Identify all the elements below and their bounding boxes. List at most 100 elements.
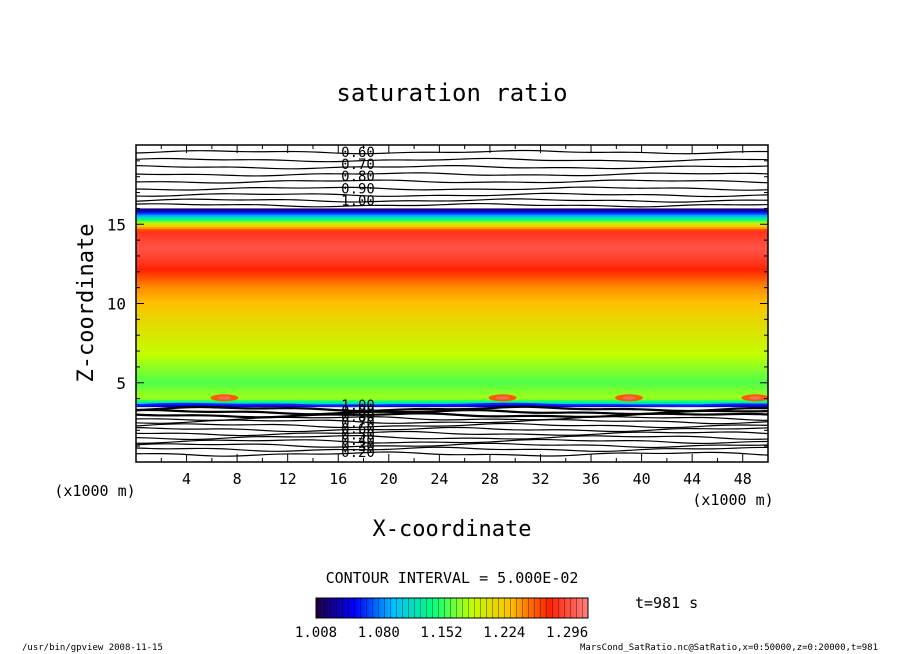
contour-labels-upper: 0.600.700.800.901.00 — [341, 145, 375, 209]
field-band — [136, 373, 768, 377]
field-band — [136, 317, 768, 321]
field-band — [136, 361, 768, 364]
x-tick-label: 44 — [683, 470, 701, 488]
field-band — [136, 264, 768, 267]
contour-line-base — [136, 402, 768, 408]
contour-line-upper — [136, 202, 768, 208]
colorbar-tick-label: 1.008 — [295, 625, 337, 641]
contour-line-upper — [136, 172, 768, 177]
contour-labels-lower: 1.000.900.800.700.600.500.400.300.20 — [341, 398, 375, 461]
field-band — [136, 262, 768, 265]
x-tick-label: 36 — [582, 470, 600, 488]
y-tick-label: 10 — [107, 295, 126, 314]
contour-cell-core — [621, 396, 636, 400]
contour-line-upper — [136, 186, 768, 191]
contour-line-lower — [136, 438, 768, 445]
colorbar-stripes — [316, 598, 588, 618]
field-band — [136, 218, 768, 222]
x-tick-label: 20 — [380, 470, 398, 488]
field-band — [136, 210, 768, 214]
contour-label-lower: 0.90 — [341, 404, 375, 420]
contour-line-upper — [136, 179, 768, 184]
field-band — [136, 235, 768, 238]
field-band — [136, 272, 768, 276]
field-band — [136, 381, 768, 385]
field-band — [136, 303, 768, 306]
contour-line-lower — [136, 405, 768, 413]
contour-line-lower — [136, 446, 768, 452]
field-band — [136, 284, 768, 288]
x-tick-label: 24 — [430, 470, 448, 488]
contour-label-lower: 0.40 — [341, 433, 375, 449]
field-band — [136, 295, 768, 298]
x-unit-left: (x1000 m) — [54, 482, 135, 500]
field-band — [136, 323, 768, 327]
colorbar-tick-label: 1.296 — [546, 625, 588, 641]
field-band — [136, 394, 768, 397]
x-tick-label: 8 — [233, 470, 242, 488]
field-band — [136, 257, 768, 261]
x-tick-label: 32 — [531, 470, 549, 488]
contour-line-lower — [136, 419, 768, 425]
field-band — [136, 208, 768, 212]
field-band — [136, 319, 768, 323]
contour-label-upper: 0.70 — [341, 157, 375, 173]
field-band — [136, 396, 768, 399]
field-band — [136, 344, 768, 348]
contour-cell-core — [495, 396, 510, 400]
field-band — [136, 390, 768, 393]
time-label: t=981 s — [635, 594, 698, 612]
field-band — [136, 239, 768, 243]
contour-line-lower — [136, 430, 768, 437]
contour-interval: CONTOUR INTERVAL = 5.000E-02 — [326, 569, 579, 587]
field-band — [136, 336, 768, 340]
field-band — [136, 282, 768, 286]
field-band — [136, 313, 768, 317]
field-band — [136, 260, 768, 263]
field-band — [136, 301, 768, 304]
x-unit-right: (x1000 m) — [692, 491, 773, 509]
contour-line-upper — [136, 198, 768, 203]
field-band — [136, 233, 768, 236]
field-band — [136, 245, 768, 249]
contour-cell-core — [217, 396, 232, 400]
field-band — [136, 371, 768, 375]
field-band — [136, 328, 768, 331]
field-band — [136, 326, 768, 329]
field-band — [136, 249, 768, 253]
colorbar-ticks: 1.008 1.080 1.152 1.224 1.296 — [295, 625, 588, 641]
footer-right: MarsCond_SatRatio.nc@SatRatio,x=0:50000,… — [580, 643, 878, 653]
field-band — [136, 253, 768, 257]
field-band — [136, 268, 768, 271]
field-band — [136, 299, 768, 302]
field-band — [136, 229, 768, 232]
field-band — [136, 297, 768, 300]
contour-line-lower — [136, 426, 768, 433]
field-band — [136, 288, 768, 292]
field-band — [136, 305, 768, 309]
field-band — [136, 224, 768, 228]
field-band — [136, 293, 768, 296]
color-field — [136, 208, 768, 408]
field-band — [136, 369, 768, 373]
y-axis-ticks: 5 10 15 — [107, 160, 768, 447]
contour-cells — [210, 394, 768, 402]
field-band — [136, 311, 768, 315]
contour-lines — [136, 149, 768, 457]
field-band — [136, 334, 768, 337]
y-tick-label: 15 — [107, 215, 126, 234]
x-axis-label: X-coordinate — [373, 517, 532, 542]
contour-line-lower — [136, 412, 768, 419]
field-band — [136, 309, 768, 313]
contour-cell-core — [748, 396, 763, 400]
field-band — [136, 226, 768, 230]
field-band — [136, 222, 768, 226]
field-band — [136, 392, 768, 395]
field-band — [136, 365, 768, 368]
field-band — [136, 280, 768, 284]
colorbar-tick-label: 1.080 — [358, 625, 400, 641]
x-tick-label: 48 — [734, 470, 752, 488]
x-tick-label: 4 — [182, 470, 191, 488]
contour-label-lower: 0.50 — [341, 427, 375, 443]
field-band — [136, 383, 768, 387]
